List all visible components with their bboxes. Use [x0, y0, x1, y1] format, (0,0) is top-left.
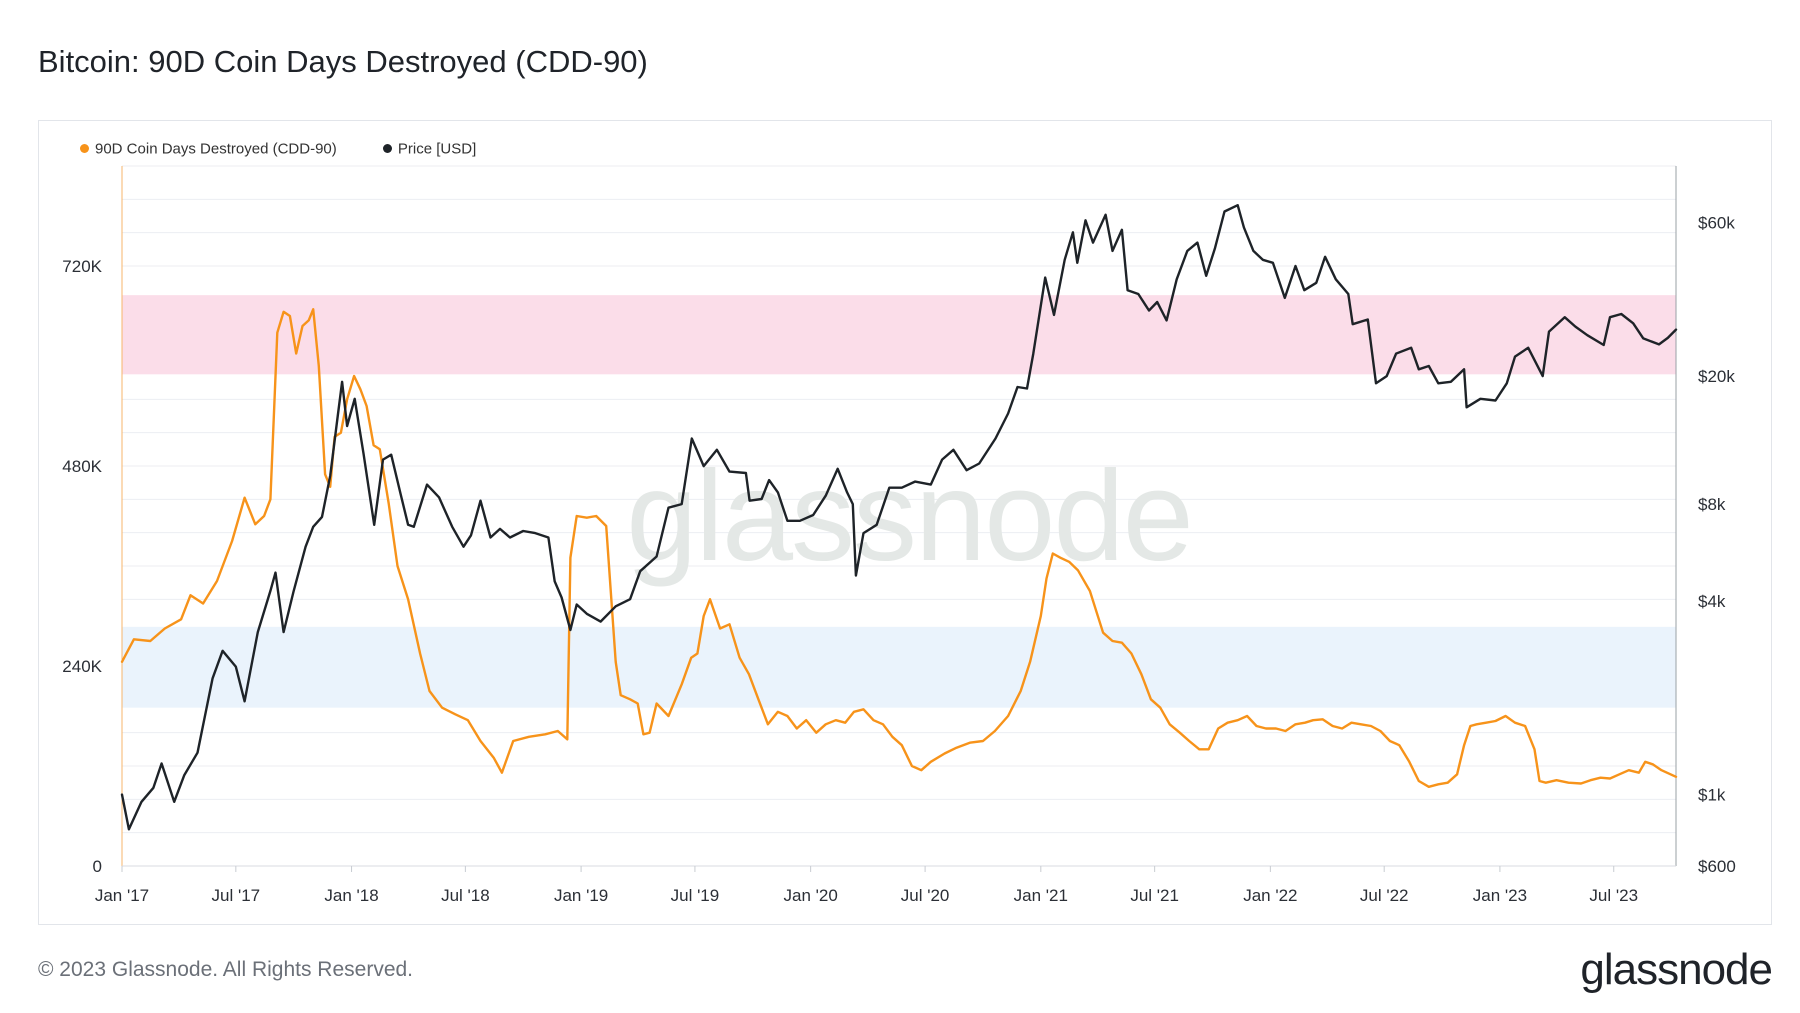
x-tick-label: Jan '19 [554, 886, 608, 905]
legend-dot-price [382, 143, 392, 153]
brand-logo: glassnode [1580, 945, 1773, 994]
legend-dot-cdd [80, 143, 89, 153]
chart-legend: 90D Coin Days Destroyed (CDD-90) Price [… [80, 140, 518, 158]
y-right-tick-label: $60k [1698, 214, 1735, 233]
x-tick-label: Jul '21 [1130, 886, 1179, 905]
x-tick-label: Jan '23 [1473, 886, 1527, 905]
band-low [122, 626, 1676, 708]
y-right-tick-label: $600 [1698, 857, 1736, 876]
x-tick-label: Jan '18 [324, 886, 378, 905]
x-tick-label: Jul '23 [1589, 886, 1638, 905]
legend-item-price[interactable]: Price [USD] [382, 140, 477, 158]
y-right-tick-label: $20k [1698, 367, 1735, 386]
chart-frame [38, 120, 1772, 925]
legend-label-cdd: 90D Coin Days Destroyed (CDD-90) [95, 140, 337, 158]
x-tick-label: Jan '22 [1243, 886, 1297, 905]
x-tick-label: Jan '20 [783, 886, 837, 905]
x-tick-label: Jan '21 [1014, 886, 1068, 905]
legend-item-cdd[interactable]: 90D Coin Days Destroyed (CDD-90) [80, 140, 337, 158]
copyright-footer: © 2023 Glassnode. All Rights Reserved. [38, 958, 414, 981]
x-tick-label: Jul '22 [1360, 886, 1409, 905]
plot-area [122, 166, 1676, 866]
legend-label-price: Price [USD] [397, 140, 477, 158]
x-tick-label: Jul '19 [671, 886, 720, 905]
y-left-tick-label: 240K [62, 657, 102, 676]
y-right-tick-label: $1k [1698, 786, 1726, 805]
x-tick-label: Jan '17 [95, 886, 149, 905]
chart-title: Bitcoin: 90D Coin Days Destroyed (CDD-90… [38, 44, 648, 79]
y-right-tick-label: $8k [1698, 495, 1726, 514]
x-tick-label: Jul '17 [212, 886, 261, 905]
y-left-tick-label: 480K [62, 457, 102, 476]
x-tick-label: Jul '20 [901, 886, 950, 905]
y-left-tick-label: 0 [93, 857, 102, 876]
y-right-tick-label: $4k [1698, 592, 1726, 611]
series-line-cdd [120, 308, 1678, 788]
band-high [122, 295, 1676, 375]
series-line-price [120, 204, 1678, 831]
y-left-tick-label: 720K [62, 257, 102, 276]
watermark: glassnode [626, 445, 1192, 588]
x-tick-label: Jul '18 [441, 886, 490, 905]
